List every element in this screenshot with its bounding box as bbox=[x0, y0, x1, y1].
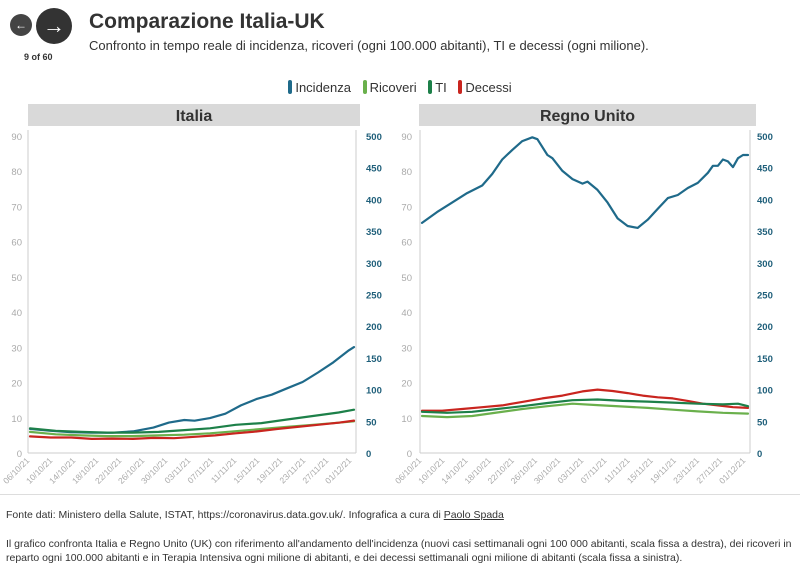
panel-regno-unito-right-tick: 50 bbox=[757, 417, 768, 428]
arrow-right-icon: → bbox=[43, 13, 65, 38]
legend-label-decessi: Decessi bbox=[465, 80, 512, 95]
panel-regno-unito-left-tick: 80 bbox=[401, 167, 412, 178]
source-text: Fonte dati: Ministero della Salute, ISTA… bbox=[6, 509, 444, 521]
panel-regno-unito-right-tick: 500 bbox=[757, 132, 773, 143]
panel-italia-right-tick: 400 bbox=[366, 195, 382, 206]
panel-italia-right-tick: 300 bbox=[366, 259, 382, 270]
panel-italia-left-tick: 50 bbox=[11, 273, 22, 284]
panel-italia-left-tick: 30 bbox=[11, 343, 22, 354]
legend-swatch-incidenza bbox=[288, 80, 293, 94]
legend-swatch-ricoveri bbox=[362, 80, 367, 94]
panel-italia-header bbox=[28, 104, 360, 126]
panel-regno-unito-left-tick: 50 bbox=[401, 273, 412, 284]
legend-item-ricoveri[interactable]: Ricoveri bbox=[362, 80, 417, 95]
author-link[interactable]: Paolo Spada bbox=[443, 509, 504, 521]
panel-italia-left-tick: 40 bbox=[11, 308, 22, 319]
panel-regno-unito-left-tick: 0 bbox=[407, 449, 412, 460]
panel-regno-unito-left-tick: 70 bbox=[401, 202, 412, 213]
panel-italia-left-tick: 0 bbox=[17, 449, 22, 460]
panel-regno-unito-right-tick: 100 bbox=[757, 386, 773, 397]
panel-italia-series-decessi bbox=[28, 419, 356, 440]
legend-label-ricoveri: Ricoveri bbox=[369, 80, 417, 95]
next-button[interactable]: → bbox=[36, 8, 72, 44]
previous-button[interactable]: ← bbox=[10, 14, 32, 36]
page-title: Comparazione Italia-UK bbox=[89, 10, 325, 33]
panel-italia-right-tick: 200 bbox=[366, 322, 382, 333]
panel-regno-unito-right-tick: 400 bbox=[757, 195, 773, 206]
panel-regno-unito-series-ti bbox=[420, 398, 750, 414]
panel-italia-left-tick: 90 bbox=[11, 132, 22, 143]
panel-regno-unito-left-tick: 10 bbox=[401, 414, 412, 425]
panel-regno-unito-right-tick: 350 bbox=[757, 227, 773, 238]
legend-swatch-ti bbox=[428, 80, 433, 94]
source-note: Fonte dati: Ministero della Salute, ISTA… bbox=[6, 509, 504, 521]
panel-regno-unito-right-tick: 450 bbox=[757, 164, 773, 175]
arrow-left-icon: ← bbox=[15, 18, 27, 32]
panel-italia-left-tick: 10 bbox=[11, 414, 22, 425]
panel-regno-unito-left-tick: 90 bbox=[401, 132, 412, 143]
panel-regno-unito-right-tick: 250 bbox=[757, 291, 773, 302]
panel-italia-right-tick: 500 bbox=[366, 132, 382, 143]
panel-italia-series-ti bbox=[28, 408, 356, 434]
slide-counter: 9 of 60 bbox=[24, 52, 53, 62]
legend-item-decessi[interactable]: Decessi bbox=[458, 80, 512, 95]
panel-regno-unito-title: Regno Unito bbox=[540, 108, 635, 125]
panel-regno-unito-series-ricoveri bbox=[420, 402, 750, 419]
panel-italia-right-tick: 150 bbox=[366, 354, 382, 365]
panel-italia-right-tick: 50 bbox=[366, 417, 377, 428]
panel-italia-right-tick: 0 bbox=[366, 449, 371, 460]
comparison-chart: Italia0102030405060708090050100150200250… bbox=[1, 104, 773, 486]
panel-italia-right-tick: 450 bbox=[366, 164, 382, 175]
panel-regno-unito-right-tick: 200 bbox=[757, 322, 773, 333]
panel-regno-unito-left-tick: 40 bbox=[401, 308, 412, 319]
panel-italia-left-tick: 70 bbox=[11, 202, 22, 213]
legend-label-incidenza: Incidenza bbox=[295, 80, 351, 95]
panel-italia-right-tick: 350 bbox=[366, 227, 382, 238]
slide-navigation: ← → 9 of 60 bbox=[8, 8, 78, 64]
divider bbox=[0, 494, 800, 495]
panel-regno-unito-header bbox=[419, 104, 756, 126]
panel-regno-unito-series-incidenza bbox=[420, 136, 750, 230]
chart-legend: Incidenza Ricoveri TI Decessi bbox=[0, 80, 800, 95]
legend-item-ti[interactable]: TI bbox=[428, 80, 447, 95]
panel-italia-left-tick: 20 bbox=[11, 379, 22, 390]
panel-italia-left-tick: 60 bbox=[11, 238, 22, 249]
panel-italia-title: Italia bbox=[176, 108, 213, 125]
chart-description: Il grafico confronta Italia e Regno Unit… bbox=[6, 538, 792, 564]
panel-regno-unito-left-tick: 30 bbox=[401, 343, 412, 354]
panel-regno-unito-right-tick: 150 bbox=[757, 354, 773, 365]
legend-swatch-decessi bbox=[458, 80, 463, 94]
panel-italia-right-tick: 250 bbox=[366, 291, 382, 302]
panel-regno-unito-right-tick: 300 bbox=[757, 259, 773, 270]
panel-italia-right-tick: 100 bbox=[366, 386, 382, 397]
legend-label-ti: TI bbox=[435, 80, 447, 95]
page-subtitle: Confronto in tempo reale di incidenza, r… bbox=[89, 38, 649, 53]
panel-regno-unito-left-tick: 60 bbox=[401, 238, 412, 249]
legend-item-incidenza[interactable]: Incidenza bbox=[288, 80, 351, 95]
panel-italia-series-incidenza bbox=[28, 346, 356, 434]
panel-italia-left-tick: 80 bbox=[11, 167, 22, 178]
panel-regno-unito-right-tick: 0 bbox=[757, 449, 762, 460]
panel-regno-unito-left-tick: 20 bbox=[401, 379, 412, 390]
